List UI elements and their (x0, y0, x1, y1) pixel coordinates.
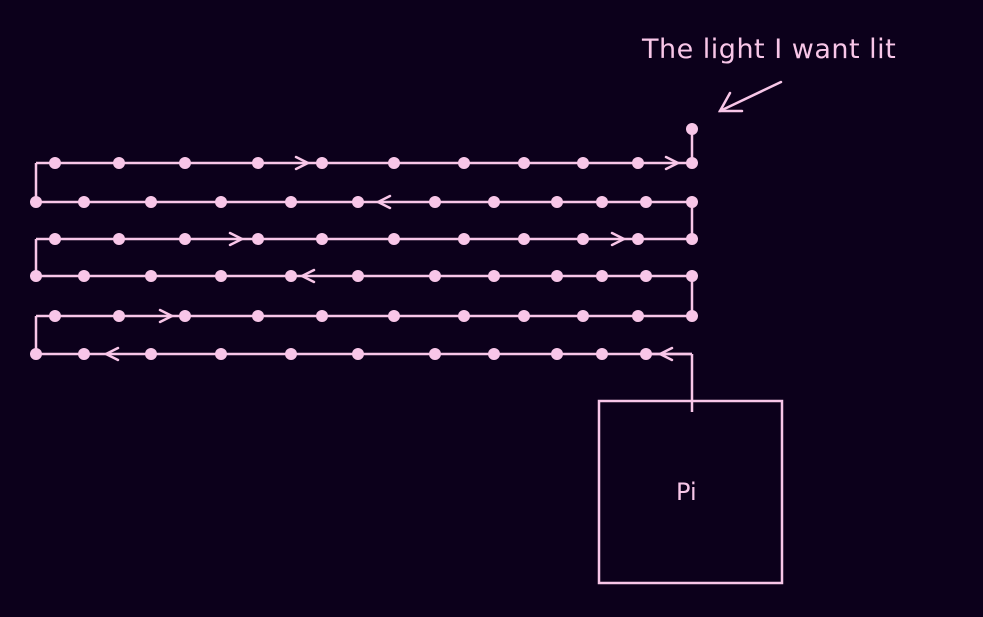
led-dot (252, 310, 264, 322)
led-dot (252, 157, 264, 169)
led-dot (518, 310, 530, 322)
led-dot (145, 348, 157, 360)
led-dot (49, 310, 61, 322)
led-dot (640, 196, 652, 208)
led-dot (179, 157, 191, 169)
led-dot (577, 310, 589, 322)
led-dot (285, 348, 297, 360)
led-dot (429, 270, 441, 282)
led-dot (316, 233, 328, 245)
led-dot (640, 270, 652, 282)
led-dot (518, 233, 530, 245)
led-dot (388, 157, 400, 169)
direction-arrow-right (158, 308, 175, 324)
direction-arrow-right (228, 231, 245, 247)
direction-arrow-left (375, 194, 392, 210)
led-dot (145, 196, 157, 208)
led-dot (686, 157, 698, 169)
led-dot (285, 270, 297, 282)
led-dot (145, 270, 157, 282)
led-dot (488, 348, 500, 360)
led-dot (113, 310, 125, 322)
led-dot (632, 233, 644, 245)
led-dot (551, 348, 563, 360)
led-dot (113, 157, 125, 169)
led-dot (488, 196, 500, 208)
led-dot (632, 310, 644, 322)
led-dot (577, 157, 589, 169)
direction-arrow-left (103, 346, 120, 362)
direction-arrow-right (610, 231, 627, 247)
led-dot (49, 233, 61, 245)
led-dot (596, 348, 608, 360)
led-dot (285, 196, 297, 208)
led-dot (488, 270, 500, 282)
led-dot (551, 270, 563, 282)
strip-wires (34, 129, 694, 412)
led-dot (78, 270, 90, 282)
led-dot (352, 270, 364, 282)
direction-arrow-right (294, 155, 311, 171)
led-dot (686, 310, 698, 322)
led-dot (388, 310, 400, 322)
led-dot (632, 157, 644, 169)
led-dot (30, 348, 42, 360)
target-led-dot (686, 123, 698, 135)
direction-arrow-left (657, 346, 674, 362)
pi-box (597, 399, 784, 585)
led-dot (577, 233, 589, 245)
pointer-arrow (717, 80, 783, 113)
led-dot (596, 270, 608, 282)
led-dot (179, 310, 191, 322)
led-dot (316, 310, 328, 322)
led-dot (596, 196, 608, 208)
led-dot (113, 233, 125, 245)
led-dot (686, 196, 698, 208)
led-dot (686, 270, 698, 282)
led-dot (215, 270, 227, 282)
pi-label: Pi (676, 478, 697, 506)
led-dot (429, 348, 441, 360)
led-dot (458, 157, 470, 169)
direction-arrow-right (664, 155, 681, 171)
led-dot (30, 196, 42, 208)
led-dot (640, 348, 652, 360)
led-dot (352, 348, 364, 360)
annotation-label: The light I want lit (642, 34, 897, 65)
led-dot (316, 157, 328, 169)
led-dot (388, 233, 400, 245)
led-dot (215, 196, 227, 208)
led-dot (49, 157, 61, 169)
led-dot (252, 233, 264, 245)
led-dot (215, 348, 227, 360)
led-dots (30, 123, 698, 360)
led-dot (686, 233, 698, 245)
led-dot (78, 196, 90, 208)
led-dot (30, 270, 42, 282)
led-dot (458, 233, 470, 245)
led-dot (352, 196, 364, 208)
led-dot (551, 196, 563, 208)
direction-arrow-left (299, 268, 316, 284)
led-dot (78, 348, 90, 360)
led-dot (518, 157, 530, 169)
led-dot (179, 233, 191, 245)
led-dot (429, 196, 441, 208)
led-dot (458, 310, 470, 322)
direction-arrows (103, 155, 681, 362)
